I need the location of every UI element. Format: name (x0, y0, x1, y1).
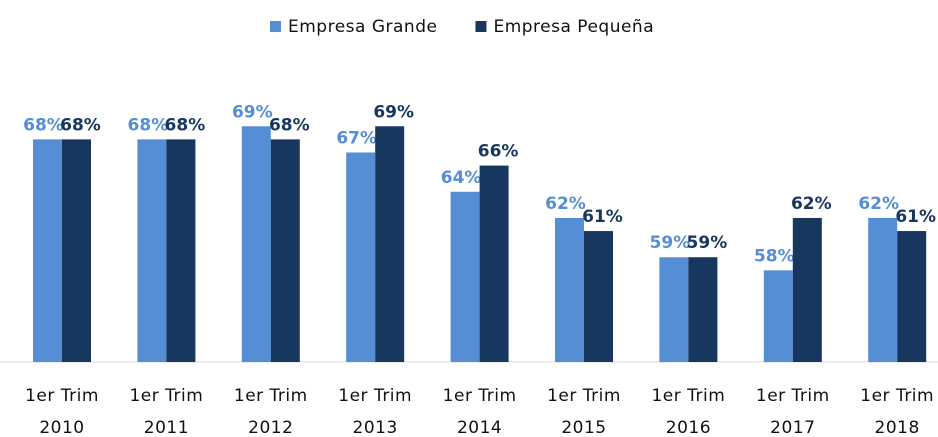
value-label: 62% (791, 194, 832, 214)
value-label: 69% (232, 102, 273, 122)
value-label: 68% (165, 115, 206, 135)
value-label: 59% (687, 233, 728, 253)
value-label: 62% (858, 194, 899, 214)
bar (659, 257, 689, 362)
legend-swatch (270, 21, 281, 32)
value-label: 66% (478, 142, 519, 162)
value-label: 59% (650, 233, 691, 253)
x-tick-label: 1er Trim 2017 (755, 386, 830, 437)
value-label: 67% (336, 128, 377, 148)
x-tick-label: 1er Trim 2013 (338, 386, 413, 437)
value-label: 61% (895, 207, 936, 227)
bar (897, 231, 927, 362)
x-tick-label: 1er Trim 2016 (651, 386, 726, 437)
value-label: 64% (441, 168, 482, 188)
bar (241, 126, 271, 363)
x-tick-label: 1er Trim 2012 (233, 386, 308, 437)
bar (763, 270, 793, 362)
bar (868, 217, 898, 362)
value-label: 68% (269, 115, 310, 135)
bar (33, 139, 62, 362)
bar (346, 152, 376, 362)
value-label: 61% (582, 207, 623, 227)
bar (555, 217, 584, 362)
legend-swatch (475, 21, 487, 32)
value-label: 68% (23, 115, 64, 135)
bar (479, 165, 509, 362)
bar (270, 139, 300, 362)
x-tick-label: 1er Trim 2011 (129, 386, 204, 437)
value-label: 69% (373, 102, 414, 122)
value-label: 58% (754, 246, 795, 266)
x-tick-label: 1er Trim 2015 (547, 386, 621, 437)
x-tick-label: 1er Trim 2018 (860, 386, 935, 437)
bar (137, 139, 167, 362)
value-label: 68% (128, 115, 169, 135)
bar (62, 139, 91, 362)
value-label: 68% (60, 115, 101, 135)
bar (166, 139, 196, 362)
value-label: 62% (545, 194, 586, 214)
bar (450, 191, 480, 362)
bar (375, 126, 405, 363)
x-tick-label: 1er Trim 2014 (442, 386, 517, 437)
legend-label: Empresa Grande (288, 17, 437, 37)
legend-label: Empresa Pequeña (493, 17, 654, 37)
bar (688, 257, 718, 362)
x-tick-label: 1er Trim 2010 (25, 386, 99, 437)
bar (584, 231, 613, 362)
bar (792, 217, 822, 362)
